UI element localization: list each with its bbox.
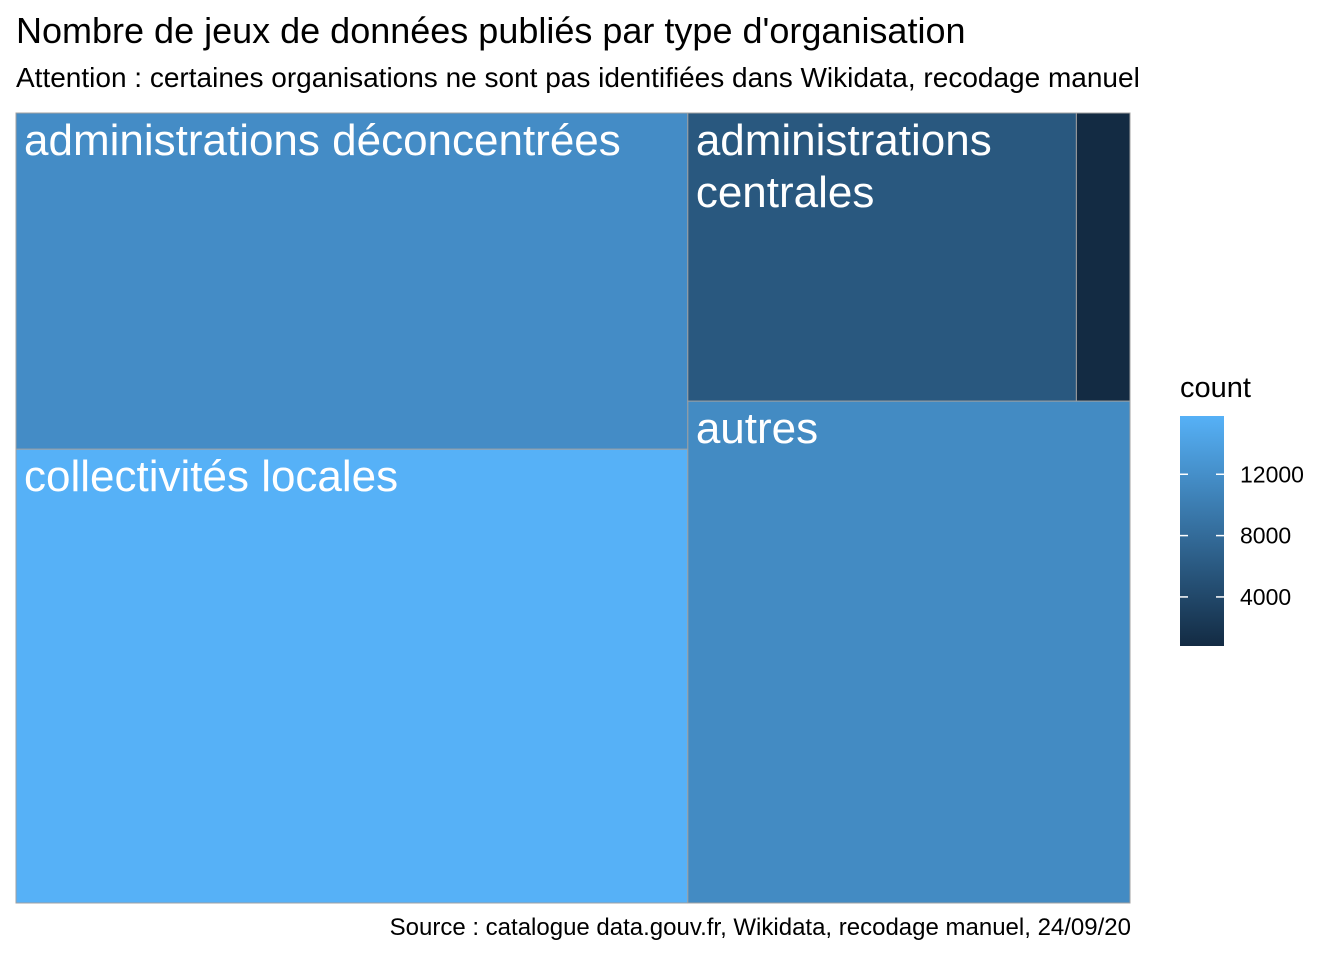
tile-label: administrations déconcentrées (24, 116, 621, 165)
tile-autres (687, 400, 1131, 904)
legend-tick-label: 12000 (1240, 461, 1304, 487)
chart-title: Nombre de jeux de données publiés par ty… (16, 10, 966, 51)
tile-label: collectivités locales (24, 452, 398, 501)
chart-caption: Source : catalogue data.gouv.fr, Wikidat… (389, 914, 1131, 941)
chart-subtitle: Attention : certaines organisations ne s… (16, 62, 1140, 93)
tile-other-small (1075, 112, 1131, 402)
tile-label: administrations centrales (696, 116, 992, 217)
legend-tick-label: 8000 (1240, 523, 1291, 549)
tile-administrations-deconcentrees (15, 112, 689, 450)
legend-title: count (1180, 372, 1251, 404)
tile-label: autres (696, 404, 818, 453)
legend-tick-label: 4000 (1240, 584, 1291, 610)
tile-administrations-centrales (687, 112, 1077, 402)
legend-colorbar (1180, 416, 1224, 646)
tile-collectivites-locales (15, 448, 689, 904)
